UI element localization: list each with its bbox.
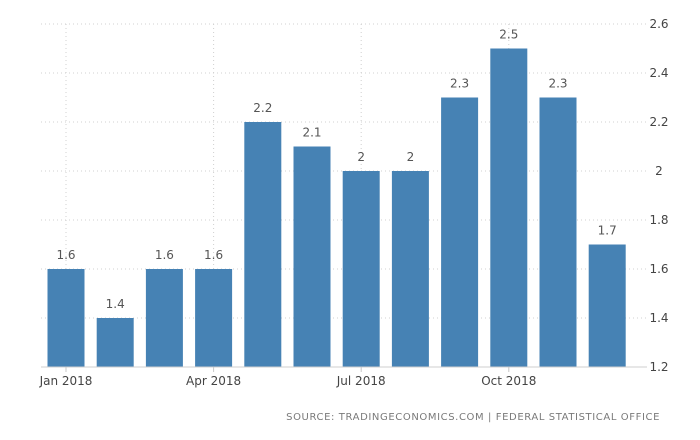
y-tick-label: 2: [655, 164, 663, 178]
data-label: 1.6: [155, 248, 174, 262]
y-tick-label: 1.8: [649, 213, 668, 227]
x-tick-label: Jul 2018: [336, 374, 386, 388]
y-tick-label: 2.6: [649, 17, 668, 31]
data-label: 1.6: [204, 248, 223, 262]
bars: [47, 48, 626, 367]
y-tick-label: 2.2: [649, 115, 668, 129]
data-label: 2.3: [450, 77, 469, 91]
bar: [96, 318, 134, 367]
bar: [490, 48, 528, 367]
bar: [588, 244, 626, 367]
y-tick-label: 1.6: [649, 262, 668, 276]
bar: [195, 269, 233, 367]
x-tick-label: Jan 2018: [39, 374, 93, 388]
data-label: 2.5: [499, 28, 518, 42]
y-tick-label: 1.2: [649, 360, 668, 374]
bar: [293, 146, 331, 367]
y-tick-label: 1.4: [649, 311, 668, 325]
y-tick-label: 2.4: [649, 66, 668, 80]
data-label: 2.3: [548, 77, 567, 91]
x-tick-label: Oct 2018: [481, 374, 536, 388]
source-note: SOURCE: TRADINGECONOMICS.COM | FEDERAL S…: [286, 412, 660, 423]
data-label: 2.2: [253, 101, 272, 115]
data-labels: 1.6 1.4 1.6 1.6 2.2 2.1 2 2 2.3 2.5 2.3 1.7: [56, 28, 616, 312]
data-label: 1.4: [106, 297, 125, 311]
bar: [391, 171, 429, 367]
data-label: 2: [407, 150, 415, 164]
bar: [342, 171, 380, 367]
bar: [47, 269, 85, 367]
x-axis: Jan 2018 Apr 2018 Jul 2018 Oct 2018: [39, 366, 647, 388]
y-axis: 1.2 1.4 1.6 1.8 2 2.2 2.4 2.6: [649, 17, 668, 374]
bar: [441, 97, 479, 367]
data-label: 2.1: [302, 126, 321, 140]
bar: [244, 122, 282, 367]
x-tick-label: Apr 2018: [186, 374, 241, 388]
bar: [145, 269, 183, 367]
bar: [539, 97, 577, 367]
data-label: 2: [357, 150, 365, 164]
data-label: 1.6: [56, 248, 75, 262]
data-label: 1.7: [598, 224, 617, 238]
